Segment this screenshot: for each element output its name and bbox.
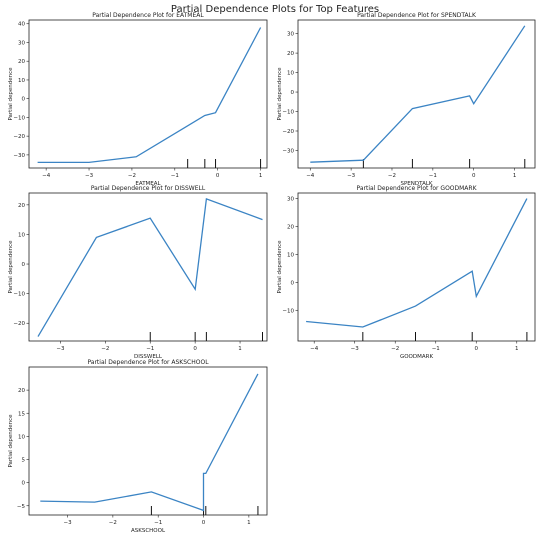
x-tick-label: 1 (238, 346, 242, 352)
y-tick-label: 20 (18, 59, 25, 65)
y-tick-label: 30 (18, 40, 25, 46)
y-tick-label: 5 (22, 458, 26, 464)
y-tick-label: 30 (287, 197, 294, 203)
y-tick-label: 20 (287, 225, 294, 231)
y-tick-label: 0 (291, 280, 295, 286)
x-tick-label: −2 (128, 173, 136, 179)
plot-frame (297, 19, 536, 169)
y-tick-label: 10 (18, 434, 25, 440)
panel-title: Partial Dependence Plot for DISSWELL (91, 185, 206, 192)
panel-goodmark: Partial Dependence Plot for GOODMARK −4 −3… (277, 185, 536, 360)
x-tick-label: −2 (101, 346, 109, 352)
y-tick-label: 30 (287, 32, 294, 38)
y-tick-label: −10 (282, 308, 294, 314)
x-tick-label: −4 (42, 173, 51, 179)
x-tick-label: 0 (475, 346, 479, 352)
panel-askschool: Partial Dependence Plot for ASKSCHOOL −3 −… (8, 359, 268, 534)
y-axis-label: Partial dependence (277, 67, 283, 121)
x-tick-label: −1 (432, 346, 440, 352)
x-tick-label: 0 (193, 346, 197, 352)
panel-disswell: Partial Dependence Plot for DISSWELL −3 −2… (8, 185, 268, 360)
x-tick-label: −3 (347, 173, 356, 179)
panel-title: Partial Dependence Plot for GOODMARK (356, 185, 477, 192)
panels: Partial Dependence Plot for EATMEAL −4 −3 −… (8, 12, 536, 534)
x-tick-label: −1 (171, 173, 179, 179)
x-axis-label: SPENDTALK (401, 181, 433, 187)
figure-title: Partial Dependence Plots for Top Feature… (171, 4, 379, 15)
x-tick-label: 0 (472, 173, 476, 179)
x-tick-label: −1 (429, 173, 437, 179)
y-tick-label: 40 (18, 22, 25, 28)
y-tick-label: 0 (22, 262, 26, 268)
x-tick-label: 0 (202, 520, 206, 526)
x-tick-label: −1 (146, 346, 154, 352)
pd-line-disswell (37, 198, 263, 337)
x-tick-label: 1 (247, 520, 251, 526)
x-axis-label: ASKSCHOOL (131, 528, 166, 534)
plot-frame (28, 192, 268, 342)
y-tick-label: 10 (18, 232, 25, 238)
y-axis-label: Partial dependence (8, 67, 14, 121)
x-tick-label: −4 (310, 346, 319, 352)
plot-frame (297, 192, 536, 342)
pd-line-askschool (40, 373, 259, 512)
x-tick-label: −3 (63, 520, 72, 526)
pd-line-spendtalk (310, 25, 526, 163)
y-tick-label: −30 (282, 148, 294, 154)
panel-title: Partial Dependence Plot for EATMEAL (92, 12, 204, 19)
y-tick-label: −10 (282, 110, 294, 116)
y-tick-label: −10 (13, 292, 25, 298)
x-tick-label: −2 (388, 173, 396, 179)
x-tick-label: −4 (306, 173, 315, 179)
y-axis-label: Partial dependence (8, 240, 14, 294)
x-axis-label: DISSWELL (134, 354, 163, 360)
x-tick-label: −3 (56, 346, 65, 352)
x-axis-label: GOODMARK (400, 354, 433, 360)
plot-frame (28, 19, 268, 169)
y-tick-label: −20 (13, 134, 25, 140)
x-tick-label: 0 (216, 173, 220, 179)
y-axis-label: Partial dependence (8, 414, 14, 468)
x-tick-label: 1 (515, 346, 519, 352)
y-tick-label: 20 (287, 51, 294, 57)
y-tick-label: 0 (291, 90, 295, 96)
y-tick-label: −20 (282, 129, 294, 135)
y-axis-label: Partial dependence (277, 240, 283, 294)
y-tick-label: 0 (22, 481, 26, 487)
x-tick-label: 1 (513, 173, 517, 179)
panel-title: Partial Dependence Plot for ASKSCHOOL (87, 359, 209, 366)
x-tick-label: −2 (109, 520, 117, 526)
y-tick-label: 20 (18, 203, 25, 209)
y-tick-label: −5 (17, 504, 26, 510)
y-tick-label: 0 (22, 97, 26, 103)
y-tick-label: 10 (18, 78, 25, 84)
x-tick-label: −3 (351, 346, 360, 352)
panel-eatmeal: Partial Dependence Plot for EATMEAL −4 −3 −… (8, 12, 268, 187)
y-tick-label: −20 (13, 321, 25, 327)
y-tick-label: −30 (13, 153, 25, 159)
y-tick-label: 20 (18, 388, 25, 394)
y-tick-label: 10 (287, 252, 294, 258)
x-axis-label: EATMEAL (135, 181, 161, 187)
y-tick-label: 15 (18, 411, 25, 417)
panel-spendtalk: Partial Dependence Plot for SPENDTALK −4 −… (277, 12, 536, 187)
pd-line-goodmark (306, 198, 528, 328)
x-tick-label: −2 (391, 346, 399, 352)
x-tick-label: 1 (259, 173, 263, 179)
x-tick-label: −3 (85, 173, 94, 179)
x-tick-label: −1 (154, 520, 162, 526)
pd-line-eatmeal (37, 27, 262, 164)
y-tick-label: 10 (287, 71, 294, 77)
plot-frame (28, 366, 268, 516)
y-tick-label: −10 (13, 115, 25, 121)
panel-title: Partial Dependence Plot for SPENDTALK (357, 12, 477, 19)
